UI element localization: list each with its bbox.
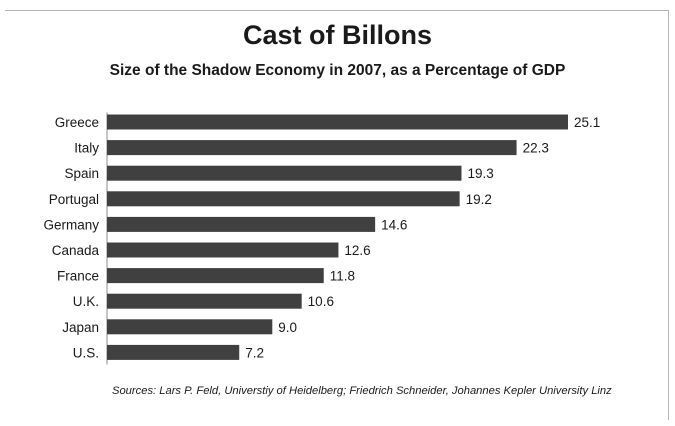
bar — [107, 140, 517, 156]
bar — [107, 165, 462, 181]
category-label: France — [57, 269, 99, 284]
value-label: 11.8 — [330, 269, 355, 284]
value-label: 7.2 — [245, 345, 264, 360]
category-label: Italy — [74, 141, 99, 156]
category-label: Spain — [64, 166, 99, 181]
category-label: Germany — [43, 217, 99, 232]
category-label: Canada — [52, 243, 100, 258]
bar — [107, 319, 273, 335]
bar — [107, 191, 460, 207]
category-label: Greece — [55, 115, 99, 130]
value-label: 19.3 — [467, 166, 493, 181]
bar — [107, 242, 339, 258]
chart-title: Cast of Billons — [242, 20, 432, 50]
category-label: U.K. — [73, 294, 99, 309]
category-label: U.S. — [73, 345, 99, 360]
category-label: Portugal — [49, 192, 99, 207]
category-label: Japan — [62, 320, 99, 335]
value-label: 10.6 — [308, 294, 334, 309]
value-label: 14.6 — [381, 217, 407, 232]
value-label: 25.1 — [574, 115, 600, 130]
bar — [107, 344, 240, 360]
source-note: Sources: Lars P. Feld, Universtiy of Hei… — [112, 385, 612, 397]
bar — [107, 293, 302, 309]
value-label: 9.0 — [278, 320, 297, 335]
value-label: 12.6 — [344, 243, 370, 258]
value-label: 19.2 — [466, 192, 492, 207]
bar — [107, 268, 324, 284]
bar — [107, 216, 376, 232]
value-label: 22.3 — [523, 141, 549, 156]
bars-group: Greece 25.1 Italy 22.3 Spain 19.3 Portugal 19.2… — [43, 114, 600, 360]
bar — [107, 114, 568, 130]
chart-subtitle: Size of the Shadow Economy in 2007, as a… — [109, 62, 566, 79]
